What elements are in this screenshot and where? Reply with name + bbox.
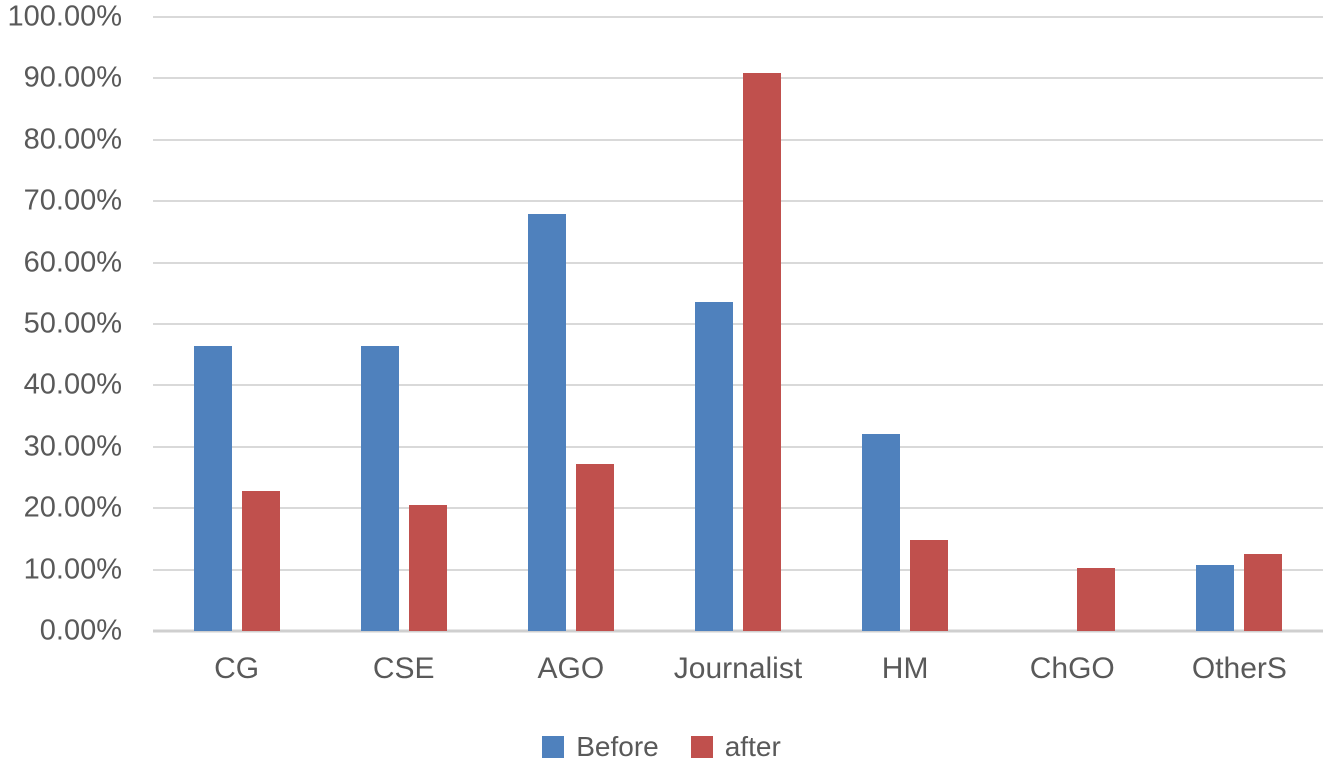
x-category-label-others: OtherS xyxy=(1191,652,1287,685)
y-tick-label: 30.00% xyxy=(23,430,122,463)
bar-group-ago xyxy=(487,17,654,631)
bar-group-cg xyxy=(153,17,320,631)
x-category-label-cse: CSE xyxy=(372,652,435,685)
legend-swatch-before-icon xyxy=(542,736,565,758)
gridline xyxy=(153,138,1323,141)
bar-before-cg xyxy=(193,345,232,631)
plot-area xyxy=(153,16,1323,633)
bar-after-journalist xyxy=(742,72,781,631)
bar-before-cse xyxy=(360,345,399,631)
bar-after-cg xyxy=(241,491,280,631)
legend-label-before: Before xyxy=(576,731,659,762)
gridline xyxy=(153,77,1323,80)
bar-group-others xyxy=(1156,17,1323,631)
y-tick-label: 70.00% xyxy=(23,184,122,217)
gridline xyxy=(153,507,1323,510)
x-category-label-ago: AGO xyxy=(537,652,605,685)
y-tick-label: 60.00% xyxy=(23,246,122,279)
bar-group-hm xyxy=(822,17,989,631)
bar-after-hm xyxy=(910,540,949,631)
bar-after-others xyxy=(1244,554,1283,631)
bar-group-chgo xyxy=(989,17,1156,631)
y-tick-label: 80.00% xyxy=(23,123,122,156)
x-category-label-cg: CG xyxy=(214,652,260,685)
gridline xyxy=(153,384,1323,387)
bar-after-ago xyxy=(575,463,614,631)
bar-group-journalist xyxy=(654,17,821,631)
legend-swatch-after-icon xyxy=(690,736,713,758)
legend-item-before: Before xyxy=(542,733,659,761)
y-tick-label: 100.00% xyxy=(7,0,123,33)
gridline xyxy=(153,323,1323,325)
y-axis: 0.00% 10.00% 20.00% 30.00% 40.00% 50.00% 60.00… xyxy=(0,2,123,645)
gridline xyxy=(153,261,1323,264)
legend: Before after xyxy=(0,733,1323,761)
y-tick-label: 40.00% xyxy=(23,368,122,401)
x-category-label-chgo: ChGO xyxy=(1029,652,1115,685)
gridline xyxy=(153,16,1323,18)
bar-group-cse xyxy=(320,17,487,631)
y-tick-label: 50.00% xyxy=(23,307,122,340)
y-tick-label: 20.00% xyxy=(23,491,122,524)
bar-before-hm xyxy=(862,433,901,631)
y-tick-label: 0.00% xyxy=(39,614,122,647)
x-axis: CG CSE AGO Journalist HM ChGO OtherS xyxy=(153,650,1323,688)
bar-before-ago xyxy=(527,214,566,631)
bar-after-cse xyxy=(408,505,447,631)
x-category-label-hm: HM xyxy=(881,652,929,685)
gridline xyxy=(153,200,1323,203)
y-tick-label: 90.00% xyxy=(23,61,122,94)
gridline xyxy=(153,568,1323,571)
bars-layer xyxy=(153,17,1323,631)
x-axis-line xyxy=(153,629,1323,633)
y-tick-label: 10.00% xyxy=(23,553,122,586)
gridline xyxy=(153,445,1323,448)
bar-after-chgo xyxy=(1077,568,1116,631)
bar-before-journalist xyxy=(694,302,733,631)
legend-item-after: after xyxy=(690,731,781,762)
bar-before-others xyxy=(1196,565,1235,631)
legend-label-after: after xyxy=(724,731,781,762)
x-category-label-journalist: Journalist xyxy=(673,652,803,685)
